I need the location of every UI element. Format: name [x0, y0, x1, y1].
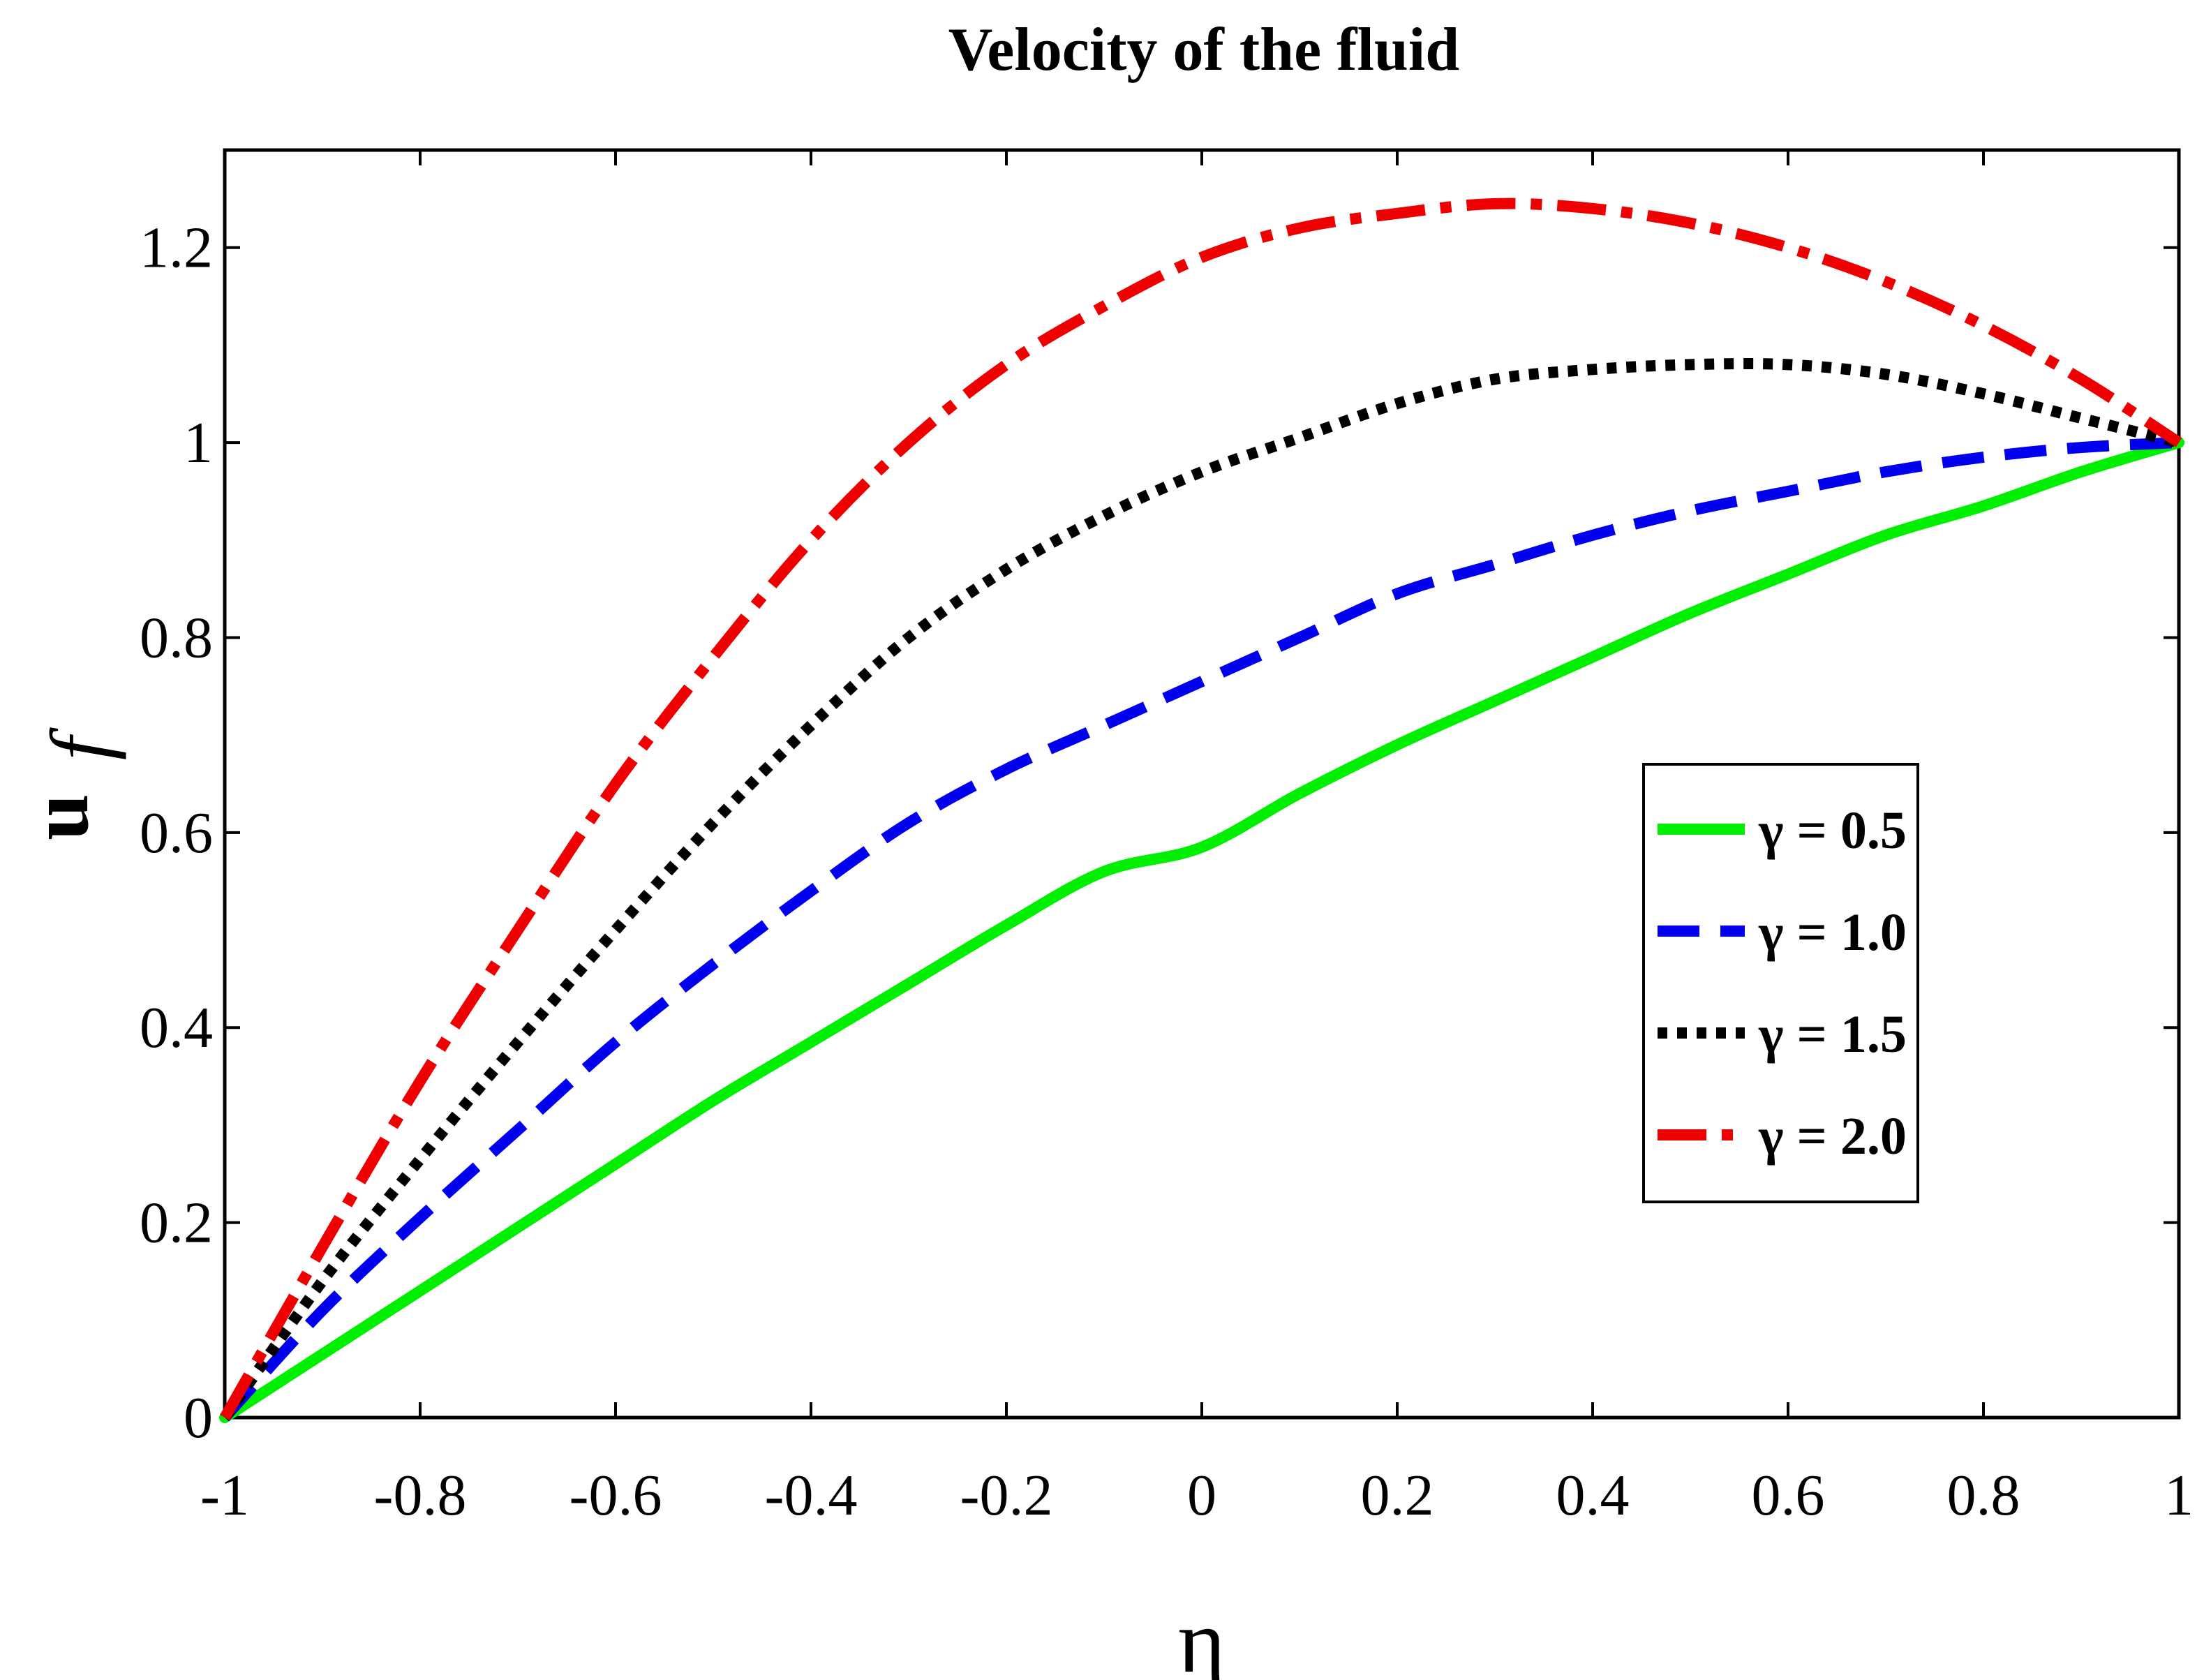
y-tick-labels: 0 0.2 0.4 0.6 0.8 1 1.2	[140, 216, 213, 1450]
series-line-4	[220, 198, 2182, 1420]
y-tick-label: 0	[184, 1385, 213, 1450]
x-tick-label: 0.4	[1556, 1463, 1630, 1528]
x-tick-labels: -1 -0.8 -0.6 -0.4 -0.2 0 0.2 0.4 0.6 0.8 1	[200, 1463, 2194, 1528]
legend-label-1: γ = 0.5	[1758, 801, 1907, 860]
y-axis-label: u f	[13, 727, 126, 840]
y-axis-label-main: u	[13, 794, 105, 840]
legend-label-4: γ = 2.0	[1758, 1107, 1907, 1166]
x-tick-label: -1	[200, 1463, 249, 1528]
x-tick-label: -0.4	[765, 1463, 858, 1528]
x-axis-label: η	[1178, 1591, 1226, 1680]
y-tick-label: 1	[184, 410, 213, 475]
legend-box	[1642, 763, 1919, 1203]
x-tick-label: -0.2	[960, 1463, 1053, 1528]
legend-label-3: γ = 1.5	[1758, 1005, 1907, 1064]
y-tick-label: 0.4	[140, 995, 213, 1060]
y-tick-label: 1.2	[140, 216, 213, 281]
y-tick-label: 0.8	[140, 605, 213, 670]
x-tick-label: 0.8	[1947, 1463, 2020, 1528]
y-tick-label: 0.2	[140, 1191, 213, 1256]
y-tick-label: 0.6	[140, 801, 213, 865]
x-tick-label: 0.2	[1361, 1463, 1434, 1528]
legend: γ = 0.5 γ = 1.0 γ = 1.5 γ = 2.0	[1642, 763, 1919, 1203]
chart-title: Velocity of the fluid	[948, 16, 1460, 84]
series-line-1	[219, 437, 2184, 1423]
series-line-2	[221, 437, 2180, 1422]
axis-ticks	[223, 150, 2180, 1419]
x-tick-label: -0.6	[569, 1463, 662, 1528]
y-axis-label-subscript: f	[33, 727, 126, 760]
x-tick-label: 1	[2164, 1463, 2194, 1528]
x-tick-label: -0.8	[374, 1463, 467, 1528]
x-tick-label: 0	[1187, 1463, 1216, 1528]
series-lines	[219, 198, 2184, 1423]
legend-label-2: γ = 1.0	[1758, 903, 1907, 962]
svg-text:u f: u f	[13, 727, 126, 840]
x-tick-label: 0.6	[1752, 1463, 1825, 1528]
series-line-3	[220, 357, 2180, 1421]
